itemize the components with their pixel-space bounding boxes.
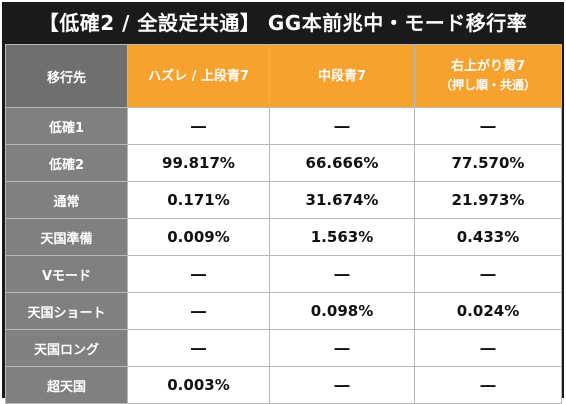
table-row: 天国ショート ― 0.098% 0.024% [5, 292, 562, 330]
table-cell: 99.817% [127, 144, 270, 182]
table-cell: ― [269, 107, 415, 145]
table-cell: 1.563% [269, 218, 415, 256]
table-row: 天国準備 0.009% 1.563% 0.433% [5, 218, 562, 256]
row-label: 低確2 [5, 144, 128, 182]
column-header-label: 中段青7 [317, 68, 367, 84]
table-cell: 21.973% [414, 181, 562, 219]
table-cell: ― [127, 107, 270, 145]
header-row: 移行先 ハズレ / 上段青7 中段青7 右上がり黄7 （押し順・共通） [5, 44, 562, 108]
table-row: 超天国 0.003% ― ― [5, 366, 562, 404]
table-row: 低確1 ― ― ― [5, 107, 562, 145]
column-header-sublabel: （押し順・共通） [439, 78, 536, 92]
column-header-label: 右上がり黄7 [450, 59, 526, 74]
row-label: 天国ショート [5, 292, 128, 330]
table-cell: 0.024% [414, 292, 562, 330]
column-header-label: ハズレ / 上段青7 [148, 68, 249, 84]
row-label: 天国ロング [5, 329, 128, 367]
table-row: 低確2 99.817% 66.666% 77.570% [5, 144, 562, 182]
table-cell: ― [127, 292, 270, 330]
table-cell: 66.666% [269, 144, 415, 182]
table-cell: 0.009% [127, 218, 270, 256]
table-cell: 31.674% [269, 181, 415, 219]
row-label: Vモード [5, 255, 128, 293]
row-label: 通常 [5, 181, 128, 219]
table-cell: ― [269, 329, 415, 367]
table-cell: 0.433% [414, 218, 562, 256]
table-cell: ― [414, 366, 562, 404]
table-cell: ― [269, 366, 415, 404]
column-header-hazure: ハズレ / 上段青7 [127, 44, 270, 108]
table-row: 天国ロング ― ― ― [5, 329, 562, 367]
table-cell: 77.570% [414, 144, 562, 182]
row-label: 超天国 [5, 366, 128, 404]
table-cell: 0.003% [127, 366, 270, 404]
table-cell: ― [414, 107, 562, 145]
table-cell: ― [414, 255, 562, 293]
column-header-migiagari-yellow7: 右上がり黄7 （押し順・共通） [414, 44, 562, 108]
table-cell: ― [127, 255, 270, 293]
page-title: 【低確2 / 全設定共通】 GG本前兆中・モード移行率 [38, 11, 528, 35]
corner-header: 移行先 [5, 44, 128, 108]
table-row: Vモード ― ― ― [5, 255, 562, 293]
table-cell: 0.098% [269, 292, 415, 330]
column-header-chudan-blue7: 中段青7 [269, 44, 415, 108]
mode-transition-table: 移行先 ハズレ / 上段青7 中段青7 右上がり黄7 （押し順・共通） 低確1 … [5, 44, 562, 404]
table-row: 通常 0.171% 31.674% 21.973% [5, 181, 562, 219]
table-cell: ― [269, 255, 415, 293]
table-cell: ― [127, 329, 270, 367]
row-label: 天国準備 [5, 218, 128, 256]
row-label: 低確1 [5, 107, 128, 145]
table-cell: 0.171% [127, 181, 270, 219]
table-cell: ― [414, 329, 562, 367]
